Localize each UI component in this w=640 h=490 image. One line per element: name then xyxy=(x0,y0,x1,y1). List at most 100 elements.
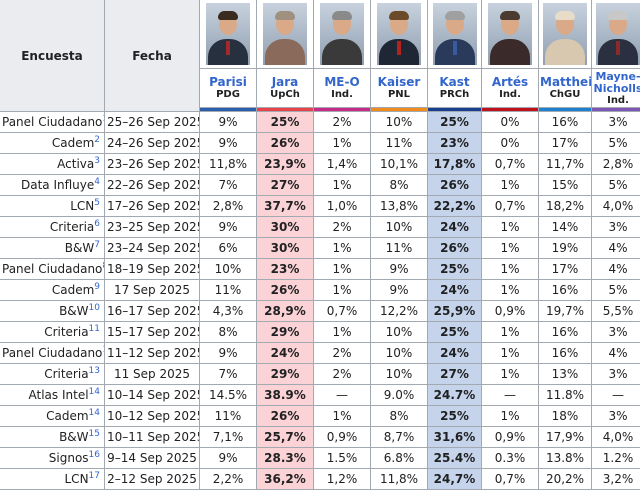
candidate-name-link[interactable]: Mayne-Nicholls xyxy=(593,71,640,95)
candidate-party-link[interactable]: UpCh xyxy=(258,89,312,100)
value-cell-kast: 25.4% xyxy=(428,448,482,469)
candidate-party-link[interactable]: PNL xyxy=(372,89,426,100)
pollster-link[interactable]: B&W xyxy=(65,241,94,255)
value-cell-kaiser: 10,1% xyxy=(371,154,428,175)
candidate-name-link[interactable]: Parisi xyxy=(201,76,255,89)
pollster-link[interactable]: Data Influye xyxy=(21,178,94,192)
pollster-link[interactable]: Panel Ciudadano xyxy=(2,346,102,360)
value-cell-jara: 29% xyxy=(257,364,314,385)
poll-name-cell: B&W15 xyxy=(0,427,105,448)
candidate-party-link[interactable]: Ind. xyxy=(483,89,537,100)
candidate-name-link[interactable]: Artés xyxy=(483,76,537,89)
portrait-matthei-image[interactable] xyxy=(543,3,587,65)
candidate-name-link[interactable]: Jara xyxy=(258,76,312,89)
poll-name-cell: Data Influye4 xyxy=(0,175,105,196)
photo-meo[interactable] xyxy=(314,0,371,69)
pollster-link[interactable]: B&W xyxy=(59,430,88,444)
date-cell: 17 Sep 2025 xyxy=(105,280,200,301)
candidate-party-link[interactable]: PDG xyxy=(201,89,255,100)
value-cell-mayne: 4% xyxy=(592,259,640,280)
value-cell-kaiser: 10% xyxy=(371,112,428,133)
reference-link[interactable]: 4 xyxy=(94,177,100,187)
pollster-link[interactable]: Cadem xyxy=(46,409,88,423)
pollster-link[interactable]: Cadem xyxy=(52,136,94,150)
value-cell-meo: 0,9% xyxy=(314,427,371,448)
photo-kast[interactable] xyxy=(428,0,482,69)
header-date: Fecha xyxy=(105,0,200,112)
value-cell-mayne: 3% xyxy=(592,217,640,238)
reference-link[interactable]: 6 xyxy=(94,219,100,229)
value-cell-meo: 1.5% xyxy=(314,448,371,469)
reference-link[interactable]: 13 xyxy=(89,366,100,376)
pollster-link[interactable]: Atlas Intel xyxy=(29,388,89,402)
reference-link[interactable]: 15 xyxy=(89,429,100,439)
pollster-link[interactable]: B&W xyxy=(59,304,88,318)
value-cell-matthei: 19% xyxy=(539,238,592,259)
poll-name-cell: B&W7 xyxy=(0,238,105,259)
date-cell: 9–14 Sep 2025 xyxy=(105,448,200,469)
candidate-party-link[interactable]: Ind. xyxy=(315,89,369,100)
value-cell-meo: 1% xyxy=(314,259,371,280)
value-cell-matthei: 18,2% xyxy=(539,196,592,217)
candidate-name-link[interactable]: Kast xyxy=(429,76,480,89)
value-cell-parisi: 9% xyxy=(200,217,257,238)
reference-link[interactable]: 5 xyxy=(94,198,100,208)
reference-link[interactable]: 2 xyxy=(94,135,100,145)
portrait-artes-image[interactable] xyxy=(488,3,532,65)
photo-matthei[interactable] xyxy=(539,0,592,69)
value-cell-meo: 0,7% xyxy=(314,301,371,322)
photo-parisi[interactable] xyxy=(200,0,257,69)
reference-link[interactable]: 16 xyxy=(89,450,100,460)
value-cell-matthei: 11.8% xyxy=(539,385,592,406)
pollster-link[interactable]: Panel Ciudadano xyxy=(2,262,102,276)
candidate-party-link[interactable]: ChGU xyxy=(540,89,590,100)
candidate-party-link[interactable]: Ind. xyxy=(593,95,640,106)
value-cell-matthei: 15% xyxy=(539,175,592,196)
portrait-kast-image[interactable] xyxy=(433,3,477,65)
value-cell-jara: 26% xyxy=(257,280,314,301)
reference-link[interactable]: 14 xyxy=(89,387,100,397)
reference-link[interactable]: 11 xyxy=(89,324,100,334)
pollster-link[interactable]: Cadem xyxy=(52,283,94,297)
value-cell-artes: 0,9% xyxy=(482,301,539,322)
candidate-name-link[interactable]: Kaiser xyxy=(372,76,426,89)
pollster-link[interactable]: Signos xyxy=(49,451,89,465)
reference-link[interactable]: 3 xyxy=(94,156,100,166)
portrait-jara-image[interactable] xyxy=(263,3,307,65)
reference-link[interactable]: 9 xyxy=(94,282,100,292)
value-cell-meo: — xyxy=(314,385,371,406)
value-cell-kast: 24% xyxy=(428,343,482,364)
poll-name-cell: Panel Ciudadano12 xyxy=(0,343,105,364)
portrait-kaiser-image[interactable] xyxy=(377,3,421,65)
pollster-link[interactable]: Criteria xyxy=(44,325,88,339)
reference-link[interactable]: 10 xyxy=(89,303,100,313)
photo-mayne[interactable] xyxy=(592,0,640,69)
portrait-mayne-image[interactable] xyxy=(596,3,640,65)
value-cell-parisi: 11% xyxy=(200,280,257,301)
value-cell-artes: 0,9% xyxy=(482,427,539,448)
reference-link[interactable]: 7 xyxy=(94,240,100,250)
photo-artes[interactable] xyxy=(482,0,539,69)
reference-link[interactable]: 17 xyxy=(89,471,100,481)
photo-kaiser[interactable] xyxy=(371,0,428,69)
pollster-link[interactable]: Criteria xyxy=(50,220,94,234)
candidate-name-link[interactable]: ME-O xyxy=(315,76,369,89)
value-cell-mayne: 5% xyxy=(592,175,640,196)
value-cell-kaiser: 6.8% xyxy=(371,448,428,469)
pollster-link[interactable]: LCN xyxy=(70,199,94,213)
candidate-party-link[interactable]: PRCh xyxy=(429,89,480,100)
portrait-parisi-image[interactable] xyxy=(206,3,250,65)
candidate-name-link[interactable]: Matthei xyxy=(540,76,590,89)
portrait-meo-image[interactable] xyxy=(320,3,364,65)
pollster-link[interactable]: Activa xyxy=(57,157,94,171)
value-cell-meo: 1,2% xyxy=(314,469,371,490)
pollster-link[interactable]: LCN xyxy=(65,472,89,486)
pollster-link[interactable]: Panel Ciudadano xyxy=(2,115,102,129)
pollster-link[interactable]: Criteria xyxy=(44,367,88,381)
photo-jara[interactable] xyxy=(257,0,314,69)
date-cell: 23–26 Sep 2025 xyxy=(105,154,200,175)
value-cell-meo: 1,0% xyxy=(314,196,371,217)
value-cell-mayne: 5% xyxy=(592,133,640,154)
reference-link[interactable]: 14 xyxy=(89,408,100,418)
